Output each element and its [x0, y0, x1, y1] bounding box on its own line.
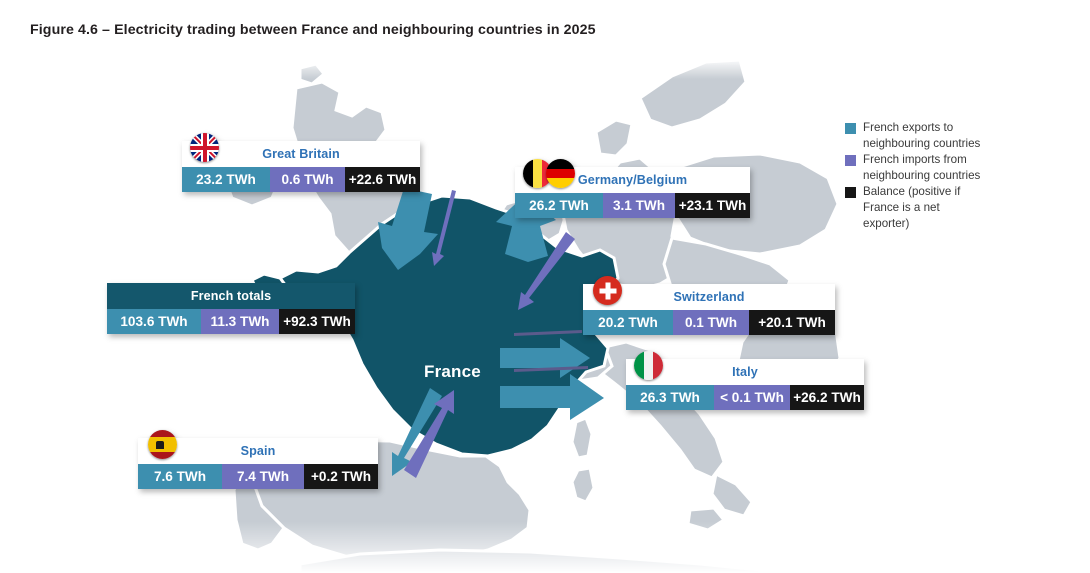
country-name-label: Spain	[240, 444, 276, 458]
legend-swatch-exports-icon	[845, 123, 856, 134]
legend-item-exports: French exports to neighbouring countries	[845, 120, 985, 151]
exports-value: 26.3 TWh	[626, 385, 714, 410]
imports-value: 3.1 TWh	[603, 193, 675, 218]
arrow-export-great-britain	[378, 188, 438, 270]
legend-item-imports: French imports from neighbouring countri…	[845, 152, 985, 183]
country-box-switzerland[interactable]: Switzerland 20.2 TWh 0.1 TWh +20.1 TWh	[583, 276, 835, 335]
flag-de-icon	[546, 159, 575, 188]
country-box-header: Spain	[138, 438, 378, 464]
country-name-label: Italy	[732, 365, 758, 379]
imports-value: < 0.1 TWh	[714, 385, 790, 410]
exports-value: 26.2 TWh	[515, 193, 603, 218]
country-box-values: 26.2 TWh 3.1 TWh +23.1 TWh	[515, 193, 750, 218]
imports-value: 0.1 TWh	[673, 310, 749, 335]
country-box-spain[interactable]: Spain 7.6 TWh 7.4 TWh +0.2 TWh	[138, 430, 378, 489]
france-map-label: France	[424, 362, 481, 381]
legend-item-balance: Balance (positive if France is a net exp…	[845, 184, 985, 231]
country-box-values: 103.6 TWh 11.3 TWh +92.3 TWh	[107, 309, 355, 334]
exports-value: 20.2 TWh	[583, 310, 673, 335]
country-box-germany-belgium[interactable]: Germany/Belgium 26.2 TWh 3.1 TWh +23.1 T…	[515, 159, 750, 218]
country-name-label: Germany/Belgium	[577, 173, 688, 187]
imports-value: 7.4 TWh	[222, 464, 304, 489]
balance-value: +20.1 TWh	[749, 310, 835, 335]
country-box-values: 7.6 TWh 7.4 TWh +0.2 TWh	[138, 464, 378, 489]
page-title: Figure 4.6 – Electricity trading between…	[30, 22, 596, 38]
flag-gb-icon	[190, 133, 219, 162]
exports-value: 23.2 TWh	[182, 167, 270, 192]
balance-value: +92.3 TWh	[279, 309, 355, 334]
arrow-export-italy	[500, 374, 604, 420]
legend: French exports to neighbouring countries…	[845, 120, 985, 232]
country-box-header: Great Britain	[182, 141, 420, 167]
flag-ch-icon	[593, 276, 622, 305]
arrow-import-switzerland	[514, 330, 582, 336]
exports-value: 103.6 TWh	[107, 309, 201, 334]
flag-es-icon	[148, 430, 177, 459]
country-box-great-britain[interactable]: Great Britain 23.2 TWh 0.6 TWh +22.6 TWh	[182, 133, 420, 192]
country-box-values: 26.3 TWh < 0.1 TWh +26.2 TWh	[626, 385, 864, 410]
country-name-label: Switzerland	[673, 290, 745, 304]
country-box-header: French totals	[107, 283, 355, 309]
legend-swatch-imports-icon	[845, 155, 856, 167]
balance-value: +26.2 TWh	[790, 385, 864, 410]
legend-label-exports: French exports to neighbouring countries	[863, 121, 981, 150]
country-box-values: 23.2 TWh 0.6 TWh +22.6 TWh	[182, 167, 420, 192]
legend-swatch-balance-icon	[845, 187, 856, 199]
legend-label-balance: Balance (positive if France is a net exp…	[863, 185, 961, 230]
country-box-french-totals[interactable]: French totals 103.6 TWh 11.3 TWh +92.3 T…	[107, 283, 355, 334]
imports-value: 11.3 TWh	[201, 309, 279, 334]
country-name-label: French totals	[190, 289, 272, 303]
flag-it-icon	[634, 351, 663, 380]
imports-value: 0.6 TWh	[270, 167, 345, 192]
flag-pair-be-de	[523, 159, 575, 188]
arrow-import-italy	[514, 366, 588, 372]
balance-value: +0.2 TWh	[304, 464, 378, 489]
exports-value: 7.6 TWh	[138, 464, 222, 489]
arrow-import-great-britain	[432, 190, 456, 266]
country-box-header: Italy	[626, 359, 864, 385]
balance-value: +22.6 TWh	[345, 167, 420, 192]
country-box-values: 20.2 TWh 0.1 TWh +20.1 TWh	[583, 310, 835, 335]
country-box-italy[interactable]: Italy 26.3 TWh < 0.1 TWh +26.2 TWh	[626, 351, 864, 410]
country-box-header: Switzerland	[583, 284, 835, 310]
balance-value: +23.1 TWh	[675, 193, 750, 218]
legend-label-imports: French imports from neighbouring countri…	[863, 153, 981, 182]
country-name-label: Great Britain	[262, 147, 340, 161]
arrow-import-germany-belgium	[518, 232, 575, 310]
